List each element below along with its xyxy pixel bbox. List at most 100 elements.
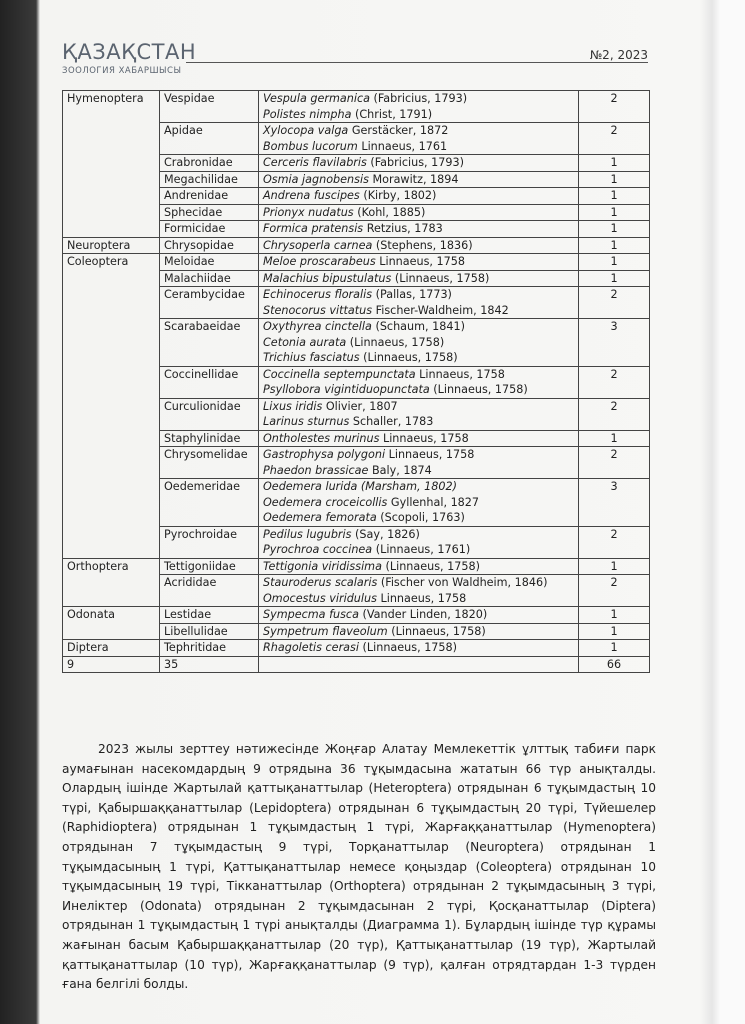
species-name: Tettigonia viridissima [263,559,382,573]
family-cell: Chrysomelidae [159,446,259,479]
family-cell: Pyrochroidae [159,525,259,559]
species-cell: Prionyx nudatus (Kohl, 1885) [258,203,579,221]
family-cell: Cerambycidae [159,286,259,319]
total-empty [258,655,579,673]
table-row: Acrididae Stauroderus scalaris (Fischer v… [63,574,650,607]
species-name: Cerceris flavilabris [263,156,367,169]
family-cell: Malachiidae [159,269,259,287]
species-cell: Osmia jagnobensis Morawitz, 1894 [258,170,579,188]
species-name: Xylocopa valga [263,124,349,137]
species-author: Fischer-Waldheim, 1842 [375,303,509,317]
count-cell: 1 [578,557,650,575]
species-cell: Pedilus lugubris (Say, 1826) Pyrochroa co… [258,525,579,559]
species-cell: Formica pratensis Retzius, 1783 [258,220,579,238]
species-author: (Fabricius, 1793) [370,156,464,169]
order-cell: Hymenoptera [62,90,160,238]
total-species: 66 [578,655,650,673]
species-entry: Oedemera femorata (Scopoli, 1763) [263,511,574,525]
species-entry: Oxythyrea cinctella (Schaum, 1841) [263,320,574,334]
table-row: Crabronidae Cerceris flavilabris (Fabrici… [63,154,650,172]
species-entry: Andrena fuscipes (Kirby, 1802) [263,189,574,203]
table-row: Pyrochroidae Pedilus lugubris (Say, 1826)… [63,525,650,559]
species-entry: Sympetrum flaveolum (Linnaeus, 1758) [263,625,574,639]
species-author: (Schaum, 1841) [375,320,465,333]
table-row: Cerambycidae Echinocerus floralis (Pallas… [63,286,650,319]
species-author: Linnaeus, 1758 [380,591,467,605]
family-cell: Andrenidae [159,187,259,205]
table-row: Diptera Tephritidae Rhagoletis cerasi (Lin… [62,639,650,657]
species-name: Prionyx nudatus [263,205,354,219]
species-cell: Ontholestes murinus Linnaeus, 1758 [258,429,579,447]
species-name: Sympetrum flaveolum [263,624,388,638]
family-cell: Oedemeridae [159,478,259,527]
count-cell: 1 [578,170,650,188]
species-author: (Pallas, 1773) [375,288,452,301]
species-author: Gerstäcker, 1872 [351,124,449,137]
species-author: (Linnaeus, 1758) [433,383,528,396]
count-cell: 2 [578,397,650,431]
species-author: Gyllenhal, 1827 [390,495,480,509]
species-entry: Trichius fasciatus (Linnaeus, 1758) [263,351,574,365]
species-entry: Lixus iridis Olivier, 1807 [263,400,574,414]
table-row: Andrenidae Andrena fuscipes (Kirby, 1802)… [63,187,650,205]
species-author: Linnaeus, 1761 [361,139,448,153]
species-cell: Andrena fuscipes (Kirby, 1802) [258,187,579,205]
table-row: Formicidae Formica pratensis Retzius, 178… [63,220,650,238]
family-cell: Crabronidae [159,154,259,172]
family-cell: Apidae [159,122,259,155]
species-entry: Formica pratensis Retzius, 1783 [263,222,574,236]
family-cell: Meloidae [159,253,259,271]
species-name: Gastrophysa polygoni [263,448,386,461]
species-author: Baly, 1874 [371,463,432,477]
species-entry: Polistes nimpha (Christ, 1791) [263,108,574,122]
species-name: Phaedon brassicae [263,463,369,477]
count-cell: 1 [578,269,650,287]
species-name: Stenocorus vittatus [263,303,373,317]
count-cell: 3 [578,478,650,527]
order-cell: Orthoptera [62,557,160,607]
species-cell: Tettigonia viridissima (Linnaeus, 1758) [258,557,579,575]
family-cell: Lestidae [159,606,259,624]
species-name: Oedemera femorata [263,511,377,524]
species-author: Morawitz, 1894 [372,172,459,186]
family-cell: Tephritidae [159,639,259,657]
family-cell: Megachilidae [159,170,259,188]
family-cell: Acrididae [159,574,259,607]
count-cell: 1 [578,187,650,205]
species-entry: Ontholestes murinus Linnaeus, 1758 [263,432,574,446]
species-entry: Xylocopa valga Gerstäcker, 1872 [263,124,574,138]
total-families: 35 [159,655,259,673]
order-cell: Neuroptera [62,236,160,254]
family-cell: Formicidae [159,220,259,238]
count-cell: 2 [578,365,650,399]
species-cell: Oedemera lurida (Marsham, 1802) Oedemera … [258,478,579,527]
species-entry: Tettigonia viridissima (Linnaeus, 1758) [263,560,574,574]
species-author: (Vander Linden, 1820) [362,608,488,621]
species-entry: Cetonia aurata (Linnaeus, 1758) [263,336,574,350]
species-name: Echinocerus floralis [263,288,373,301]
table-row: Odonata Lestidae Sympecma fusca (Vander Li… [62,606,650,640]
count-cell: 1 [578,639,650,657]
species-cell: Sympetrum flaveolum (Linnaeus, 1758) [258,622,579,640]
species-entry: Malachius bipustulatus (Linnaeus, 1758) [263,272,574,286]
species-entry: Chrysoperla carnea (Stephens, 1836) [263,239,574,253]
species-name: Ontholestes murinus [263,431,380,445]
species-entry: Psyllobora vigintiduopunctata (Linnaeus,… [263,383,574,397]
family-cell: Scarabaeidae [159,318,259,367]
species-name: Cetonia aurata [263,335,347,349]
species-name: Pyrochroa coccinea [263,543,373,556]
species-cell: Vespula germanica (Fabricius, 1793) Polis… [258,90,579,123]
species-name: Osmia jagnobensis [263,172,369,186]
species-entry: Meloe proscarabeus Linnaeus, 1758 [263,255,574,269]
issue: №2, 2023 [589,48,648,62]
count-cell: 1 [578,606,650,624]
table-row: Neuroptera Chrysopidae Chrysoperla carnea … [62,236,650,254]
species-entry: Echinocerus floralis (Pallas, 1773) [263,288,574,302]
species-entry: Cerceris flavilabris (Fabricius, 1793) [263,156,574,170]
species-author: Schaller, 1783 [352,415,434,428]
species-author: (Linnaeus, 1758) [363,351,458,364]
species-table: Hymenoptera Vespidae Vespula germanica (Fa… [62,90,650,673]
species-author: Linnaeus, 1758 [379,255,465,268]
species-entry: Osmia jagnobensis Morawitz, 1894 [263,173,574,187]
family-cell: Sphecidae [159,203,259,221]
